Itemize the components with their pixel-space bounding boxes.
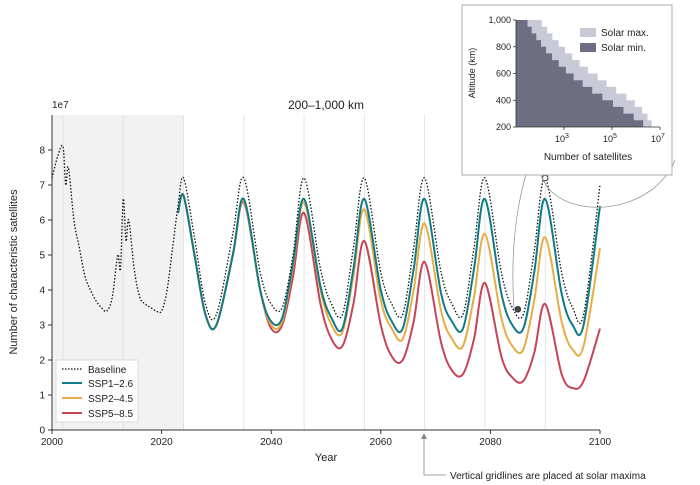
inset-y-tick-label: 1,000 bbox=[488, 15, 511, 25]
baseline-line bbox=[51, 144, 601, 324]
y-scale-exponent: 1e7 bbox=[52, 100, 69, 111]
chart-title: 200–1,000 km bbox=[288, 98, 364, 112]
inset-x-axis-label: Number of satellites bbox=[544, 152, 632, 163]
y-tick-label: 6 bbox=[39, 216, 45, 227]
inset-legend-swatch-min bbox=[580, 43, 596, 52]
x-tick-label: 2000 bbox=[41, 437, 64, 448]
solar-min-area bbox=[516, 20, 651, 127]
annotation-arrow bbox=[421, 433, 427, 439]
inset-y-tick-label: 400 bbox=[496, 95, 511, 105]
legend-box bbox=[55, 359, 139, 423]
chart-legend: Baseline SSP1–2.6 SSP2–4.5 SSP5–8.5 bbox=[55, 359, 139, 423]
x-tick-label: 2060 bbox=[370, 437, 393, 448]
x-axis-label: Year bbox=[315, 452, 338, 464]
y-axis-ticks: 0 1 2 3 4 5 6 7 8 bbox=[39, 146, 52, 437]
legend-label-baseline: Baseline bbox=[88, 365, 127, 376]
y-tick-label: 3 bbox=[39, 321, 45, 332]
x-tick-label: 2100 bbox=[589, 437, 612, 448]
inset-y-axis-label: Altitude (km) bbox=[467, 48, 477, 99]
inset-x-tick-label: 107 bbox=[651, 133, 665, 144]
x-axis-ticks: 2000 2020 2040 2060 2080 2100 bbox=[41, 430, 612, 448]
y-tick-label: 1 bbox=[39, 391, 45, 402]
inset-y-tick-label: 600 bbox=[496, 69, 511, 79]
inset-x-ticks: 103 105 107 bbox=[555, 127, 665, 144]
inset-legend-label-max: Solar max. bbox=[601, 28, 649, 39]
x-tick-label: 2080 bbox=[479, 437, 502, 448]
inset-y-ticks: 200 400 600 800 1,000 bbox=[488, 15, 516, 132]
y-tick-label: 4 bbox=[39, 286, 45, 297]
inset-x-tick-label: 105 bbox=[603, 133, 617, 144]
x-tick-label: 2040 bbox=[260, 437, 283, 448]
x-tick-label: 2020 bbox=[150, 437, 173, 448]
annotation-text: Vertical gridlines are placed at solar m… bbox=[450, 471, 646, 482]
y-tick-label: 2 bbox=[39, 356, 45, 367]
inset-legend-label-min: Solar min. bbox=[601, 43, 646, 54]
y-tick-label: 7 bbox=[39, 181, 45, 192]
inset-y-tick-label: 200 bbox=[496, 122, 511, 132]
legend-label-ssp5: SSP5–8.5 bbox=[88, 409, 133, 420]
inset-chart: 103 105 107 200 400 600 800 1,000 Altitude (km… bbox=[461, 4, 673, 176]
inset-legend-swatch-max bbox=[580, 28, 596, 37]
legend-label-ssp2: SSP2–4.5 bbox=[88, 394, 133, 405]
ssp5-8-5-line bbox=[177, 193, 601, 390]
ssp1-2-6-line bbox=[177, 193, 601, 337]
highlight-marker bbox=[514, 305, 522, 313]
inset-y-tick-label: 800 bbox=[496, 42, 511, 52]
y-axis-label: Number of characteristic satellites bbox=[8, 189, 20, 355]
y-tick-label: 0 bbox=[39, 426, 45, 437]
series-lines bbox=[51, 144, 601, 390]
legend-label-ssp1: SSP1–2.6 bbox=[88, 379, 133, 390]
inset-x-tick-label: 103 bbox=[555, 133, 569, 144]
inset-areas bbox=[516, 20, 655, 127]
y-tick-label: 8 bbox=[39, 146, 45, 157]
ssp2-4-5-line bbox=[177, 193, 601, 357]
y-tick-label: 5 bbox=[39, 251, 45, 262]
